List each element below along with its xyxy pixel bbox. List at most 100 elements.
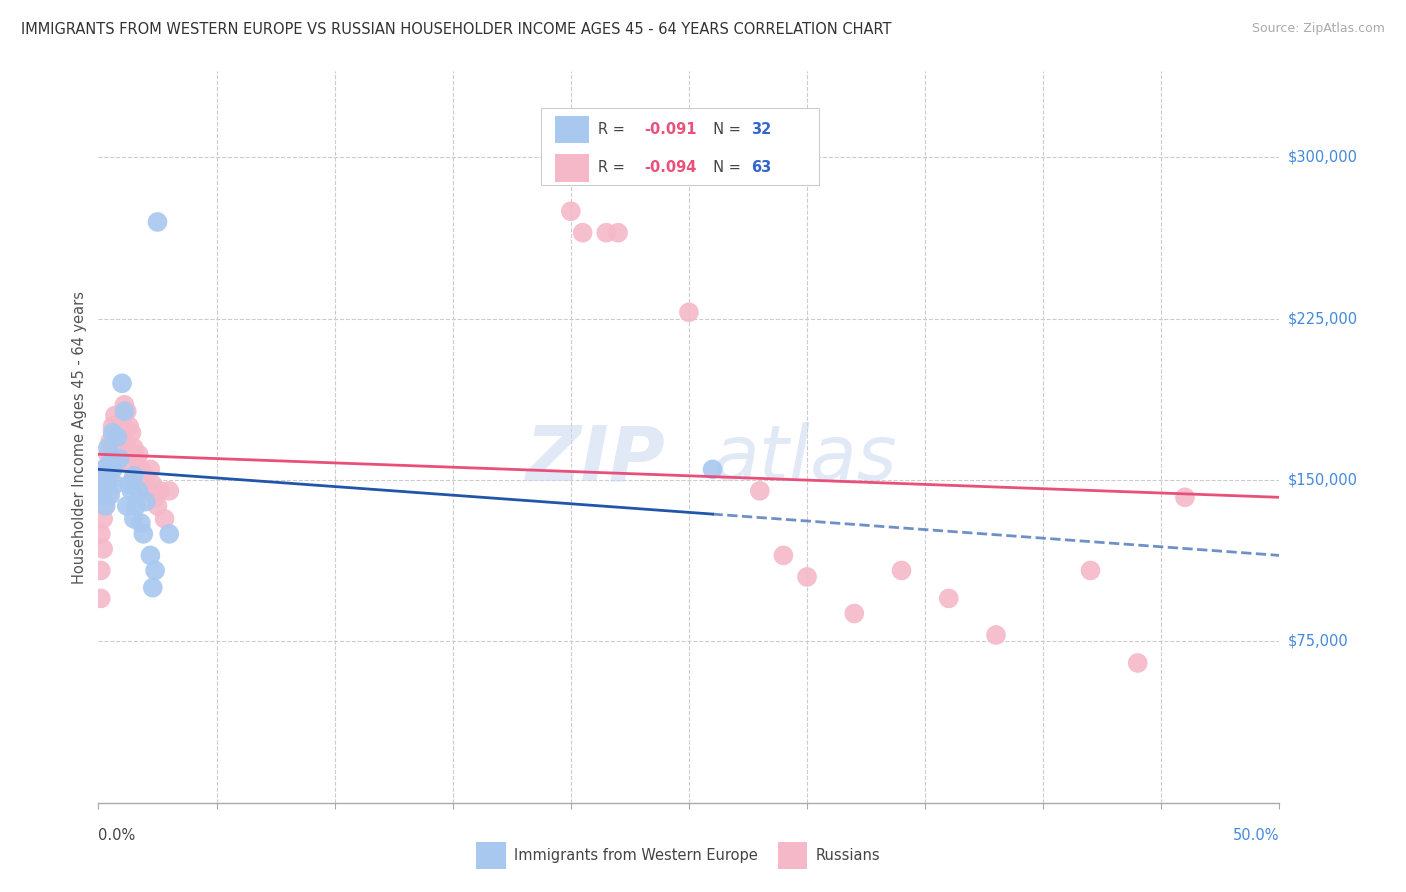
- Point: [108, 451, 131, 466]
- Point: [101, 441, 124, 455]
- Text: ZIP: ZIP: [526, 422, 665, 496]
- Point: [938, 591, 960, 606]
- Point: [571, 226, 593, 240]
- Text: 50.0%: 50.0%: [1233, 828, 1279, 843]
- Point: [129, 516, 152, 530]
- Point: [153, 512, 176, 526]
- Point: [115, 441, 138, 455]
- Text: $300,000: $300,000: [1288, 150, 1358, 165]
- Point: [94, 468, 117, 483]
- Point: [1174, 491, 1197, 505]
- Point: [118, 477, 141, 491]
- Point: [111, 413, 134, 427]
- Text: $150,000: $150,000: [1288, 473, 1358, 488]
- Point: [111, 376, 134, 391]
- Point: [1126, 656, 1149, 670]
- Text: R =: R =: [598, 161, 630, 176]
- Point: [90, 591, 112, 606]
- Point: [101, 425, 124, 440]
- Point: [136, 483, 159, 498]
- Text: Immigrants from Western Europe: Immigrants from Western Europe: [515, 848, 758, 863]
- Point: [104, 425, 127, 440]
- Point: [97, 477, 120, 491]
- Text: Russians: Russians: [815, 848, 880, 863]
- Point: [105, 456, 128, 470]
- Point: [984, 628, 1007, 642]
- Point: [101, 462, 124, 476]
- Point: [94, 462, 117, 476]
- Bar: [778, 842, 807, 869]
- Point: [115, 499, 138, 513]
- Point: [607, 226, 630, 240]
- Point: [98, 488, 121, 502]
- Point: [122, 473, 145, 487]
- Point: [115, 404, 138, 418]
- Point: [146, 499, 169, 513]
- Point: [122, 512, 145, 526]
- Text: R =: R =: [598, 122, 630, 137]
- Point: [129, 462, 152, 476]
- Point: [112, 398, 135, 412]
- Point: [101, 419, 124, 434]
- Point: [143, 491, 166, 505]
- Point: [112, 425, 135, 440]
- Point: [560, 204, 582, 219]
- Point: [772, 549, 794, 563]
- Point: [91, 541, 114, 556]
- Point: [111, 447, 134, 461]
- Point: [157, 483, 180, 498]
- Text: -0.094: -0.094: [644, 161, 696, 176]
- Point: [702, 462, 724, 476]
- Point: [94, 477, 117, 491]
- Point: [132, 527, 155, 541]
- Bar: [555, 154, 589, 182]
- Bar: [477, 842, 506, 869]
- Text: Source: ZipAtlas.com: Source: ZipAtlas.com: [1251, 22, 1385, 36]
- Point: [94, 499, 117, 513]
- Text: $225,000: $225,000: [1288, 311, 1358, 326]
- Point: [112, 404, 135, 418]
- Point: [104, 477, 127, 491]
- Bar: [555, 116, 589, 144]
- Point: [97, 468, 120, 483]
- Point: [97, 488, 120, 502]
- Point: [90, 527, 112, 541]
- Point: [118, 419, 141, 434]
- Point: [844, 607, 866, 621]
- Point: [104, 451, 127, 466]
- Point: [97, 447, 120, 461]
- Point: [125, 451, 148, 466]
- Text: N =: N =: [704, 161, 745, 176]
- Point: [139, 462, 162, 476]
- Point: [101, 462, 124, 476]
- Point: [125, 499, 148, 513]
- Point: [796, 570, 818, 584]
- Text: $75,000: $75,000: [1288, 634, 1348, 649]
- Text: 0.0%: 0.0%: [98, 828, 135, 843]
- Point: [121, 425, 143, 440]
- Point: [135, 468, 157, 483]
- Point: [142, 477, 165, 491]
- Text: 63: 63: [752, 161, 772, 176]
- Point: [748, 483, 770, 498]
- Point: [142, 581, 165, 595]
- Point: [146, 215, 169, 229]
- Point: [139, 549, 162, 563]
- Point: [98, 434, 121, 449]
- Bar: [541, 108, 818, 185]
- Point: [105, 430, 128, 444]
- Point: [121, 483, 143, 498]
- Point: [108, 419, 131, 434]
- Point: [149, 483, 172, 498]
- Point: [128, 483, 150, 498]
- Text: -0.091: -0.091: [644, 122, 696, 137]
- Point: [122, 468, 145, 483]
- Point: [143, 564, 166, 578]
- Y-axis label: Householder Income Ages 45 - 64 years: Householder Income Ages 45 - 64 years: [72, 291, 87, 583]
- Point: [108, 434, 131, 449]
- Point: [91, 462, 114, 476]
- Point: [122, 441, 145, 455]
- Point: [98, 456, 121, 470]
- Text: 32: 32: [752, 122, 772, 137]
- Point: [94, 499, 117, 513]
